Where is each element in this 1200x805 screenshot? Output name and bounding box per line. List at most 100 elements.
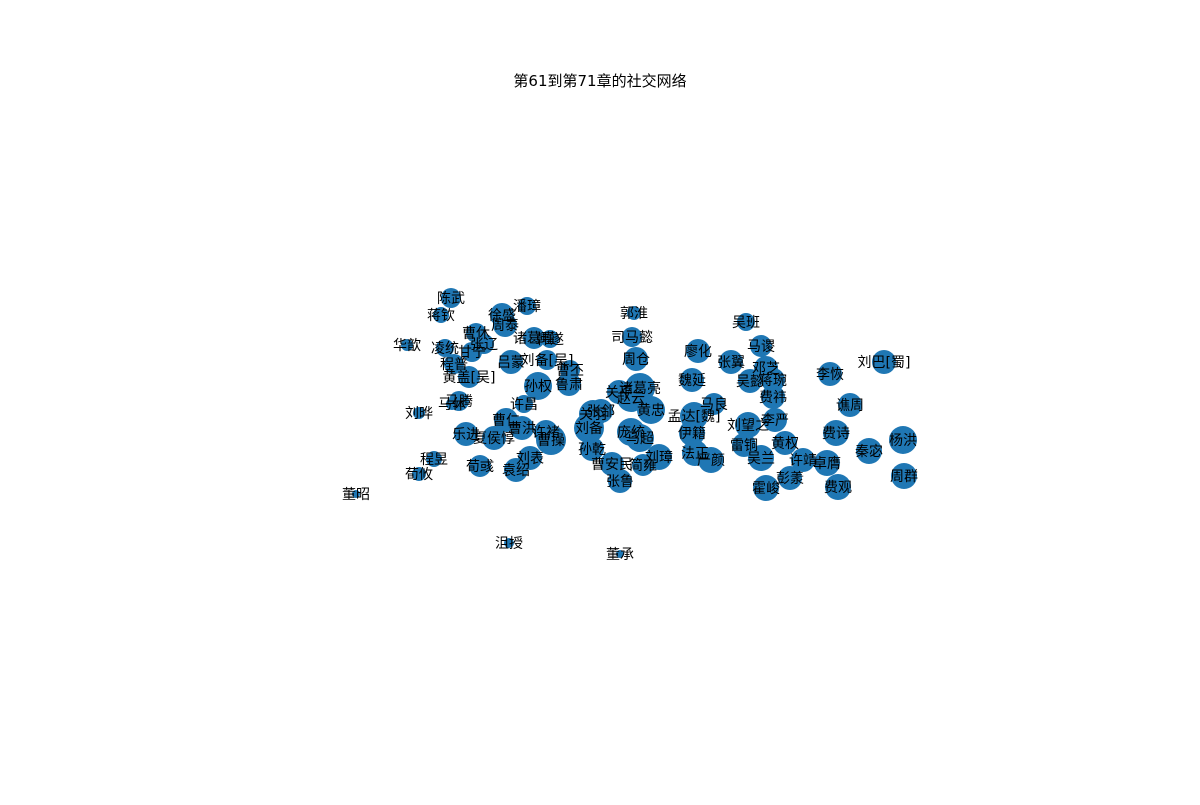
node-label-曹操: 曹操: [537, 433, 565, 449]
node-吴兰: [748, 445, 774, 471]
node-label-刘璋: 刘璋: [645, 450, 673, 466]
node-label-秦宓: 秦宓: [855, 444, 883, 460]
node-谯周: [838, 393, 862, 417]
node-label-沮授: 沮授: [495, 536, 523, 552]
node-label-庞统: 庞统: [617, 425, 645, 441]
node-label-吴懿: 吴懿: [736, 374, 764, 390]
node-严颜: [698, 447, 724, 473]
node-label-雷铜: 雷铜: [730, 438, 758, 454]
node-label-关平: 关平: [605, 385, 633, 401]
node-黄忠: [637, 396, 665, 424]
node-label-吕蒙: 吕蒙: [497, 355, 525, 371]
node-label-法正: 法正: [681, 446, 709, 462]
node-label-霍峻: 霍峻: [752, 481, 780, 497]
node-label-陈武: 陈武: [437, 290, 465, 307]
node-周泰: [493, 313, 517, 337]
node-label-袁绍: 袁绍: [502, 463, 530, 479]
node-label-夏侯惇: 夏侯惇: [473, 430, 515, 447]
node-label-彭羕: 彭羕: [776, 470, 804, 487]
node-label-邓芝: 邓芝: [752, 361, 780, 377]
node-label-严颜: 严颜: [697, 453, 725, 469]
node-司马懿: [622, 327, 642, 347]
node-孙乾: [580, 437, 604, 461]
node-彭羕: [778, 466, 802, 490]
node-label-马谡: 马谡: [747, 339, 775, 355]
node-沮授: [504, 538, 514, 548]
node-陈武: [441, 288, 461, 308]
nodes-layer: [352, 288, 917, 558]
node-label-刘晔: 刘晔: [405, 406, 433, 422]
node-马休: [446, 398, 458, 410]
node-孙权: [524, 372, 552, 400]
node-马良: [703, 393, 725, 415]
node-夏侯惇: [482, 426, 506, 450]
node-魏延: [680, 368, 704, 392]
node-郭淮: [627, 306, 641, 320]
node-伊籍: [679, 420, 705, 446]
node-label-郭淮: 郭淮: [620, 305, 648, 322]
node-张翼: [719, 350, 743, 374]
node-label-司马懿: 司马懿: [611, 330, 653, 346]
node-label-张鲁: 张鲁: [606, 474, 634, 490]
node-label-许褚: 许褚: [532, 425, 560, 441]
node-label-荀彧: 荀彧: [466, 459, 494, 475]
node-费诗: [823, 420, 849, 446]
node-label-刘备: 刘备: [575, 420, 603, 437]
node-label-黄盖[吴]: 黄盖[吴]: [443, 369, 496, 386]
node-label-赵云: 赵云: [617, 391, 645, 407]
node-黄盖[吴]: [458, 366, 480, 388]
node-卓膺: [814, 450, 840, 476]
node-吴班: [737, 313, 755, 331]
node-曹洪: [510, 416, 534, 440]
node-label-孙乾: 孙乾: [578, 442, 606, 458]
node-周群: [891, 463, 917, 489]
node-label-甘宁: 甘宁: [458, 344, 486, 361]
node-label-华歆: 华歆: [393, 338, 421, 354]
node-label-刘望之: 刘望之: [727, 418, 769, 434]
node-label-董昭: 董昭: [342, 487, 370, 503]
node-许昌: [515, 395, 533, 413]
node-张辽: [474, 334, 494, 354]
node-秦宓: [856, 438, 882, 464]
node-label-廖化: 廖化: [684, 343, 712, 360]
node-label-韩遂: 韩遂: [536, 332, 564, 348]
node-李恢: [818, 362, 842, 386]
node-label-谯周: 谯周: [836, 398, 864, 414]
node-刘望之: [735, 412, 761, 438]
node-label-刘表: 刘表: [516, 451, 544, 467]
node-label-曹洪: 曹洪: [508, 421, 536, 437]
node-label-吴兰: 吴兰: [747, 451, 775, 467]
node-label-诸葛瑾: 诸葛瑾: [513, 331, 555, 347]
node-廖化: [686, 339, 710, 363]
node-凌统: [436, 339, 454, 357]
node-董昭: [352, 490, 360, 498]
node-label-黄忠: 黄忠: [637, 402, 665, 419]
node-刘备: [574, 413, 604, 443]
node-张鲁: [608, 469, 632, 493]
node-蒋钦: [433, 307, 449, 323]
node-label-许靖: 许靖: [789, 453, 817, 469]
node-label-刘备[吴]: 刘备[吴]: [521, 352, 574, 369]
node-label-简雍: 简雍: [629, 457, 657, 474]
node-label-周仓: 周仓: [622, 352, 650, 368]
node-蒋琬: [761, 368, 785, 392]
node-杨洪: [889, 426, 917, 454]
node-周仓: [624, 347, 648, 371]
node-简雍: [632, 454, 654, 476]
node-董承: [616, 550, 624, 558]
node-吴懿: [738, 369, 762, 393]
node-label-董承: 董承: [606, 547, 634, 563]
node-吕蒙: [499, 350, 523, 374]
node-label-周群: 周群: [890, 469, 918, 485]
node-费祎: [761, 385, 785, 409]
node-程普: [444, 354, 464, 374]
node-label-费观: 费观: [824, 480, 852, 496]
node-label-曹丕: 曹丕: [556, 363, 584, 379]
node-label-卓膺: 卓膺: [813, 456, 841, 472]
node-label-关羽: 关羽: [579, 407, 607, 423]
node-鲁肃: [557, 372, 581, 396]
node-刘晔: [413, 407, 425, 419]
node-黄权: [773, 431, 797, 455]
